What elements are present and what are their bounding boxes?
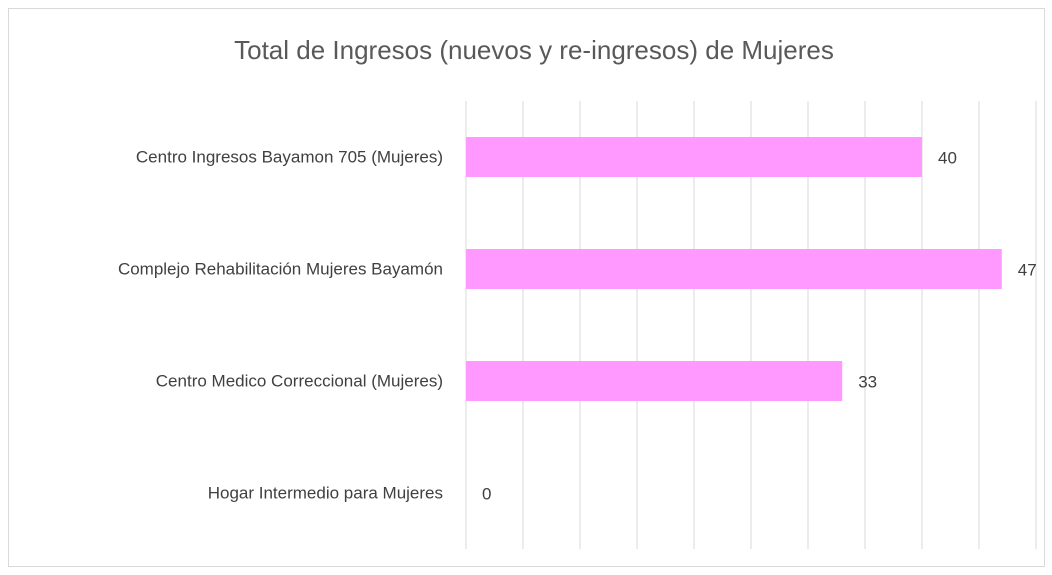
- bar: [466, 249, 1002, 289]
- chart-title: Total de Ingresos (nuevos y re-ingresos)…: [234, 35, 834, 65]
- y-tick-label: Centro Medico Correccional (Mujeres): [156, 371, 443, 390]
- data-label: 47: [1018, 260, 1037, 279]
- data-label: 33: [858, 372, 877, 391]
- y-tick-label: Hogar Intermedio para Mujeres: [208, 483, 443, 502]
- data-label: 0: [482, 484, 491, 503]
- y-tick-label: Complejo Rehabilitación Mujeres Bayamón: [118, 259, 443, 278]
- data-label: 40: [938, 148, 957, 167]
- bar: [466, 137, 922, 177]
- y-tick-label: Centro Ingresos Bayamon 705 (Mujeres): [136, 147, 443, 166]
- bar: [466, 361, 843, 401]
